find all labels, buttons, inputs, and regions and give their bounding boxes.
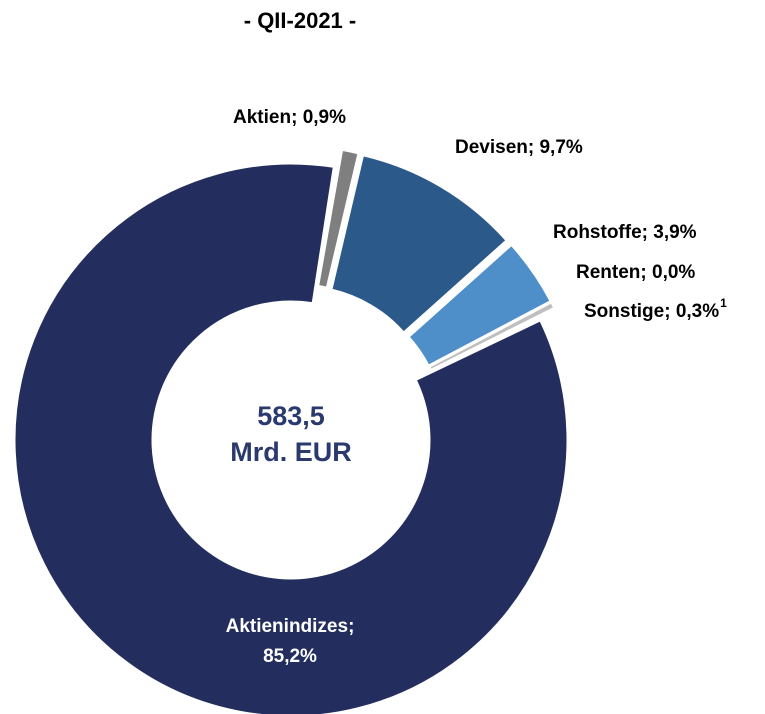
donut-slice	[429, 302, 555, 370]
data-label: Rohstoffe; 3,9%	[553, 222, 697, 243]
donut-slice	[408, 244, 551, 366]
donut-slice	[331, 155, 507, 333]
data-label: Sonstige; 0,3%	[584, 301, 719, 322]
data-label: Renten; 0,0%	[576, 262, 695, 283]
chart-title: - QII-2021 -	[244, 8, 356, 33]
donut-slice	[14, 163, 568, 714]
center-label: 583,5	[257, 401, 325, 431]
data-label: Aktien; 0,9%	[233, 107, 346, 128]
footnote-mark: 1	[720, 296, 727, 310]
data-label: Devisen; 9,7%	[455, 137, 583, 158]
center-label: Mrd. EUR	[230, 437, 352, 467]
data-label: Aktienindizes; 85,2%	[226, 616, 355, 667]
donut-slice	[318, 149, 359, 288]
